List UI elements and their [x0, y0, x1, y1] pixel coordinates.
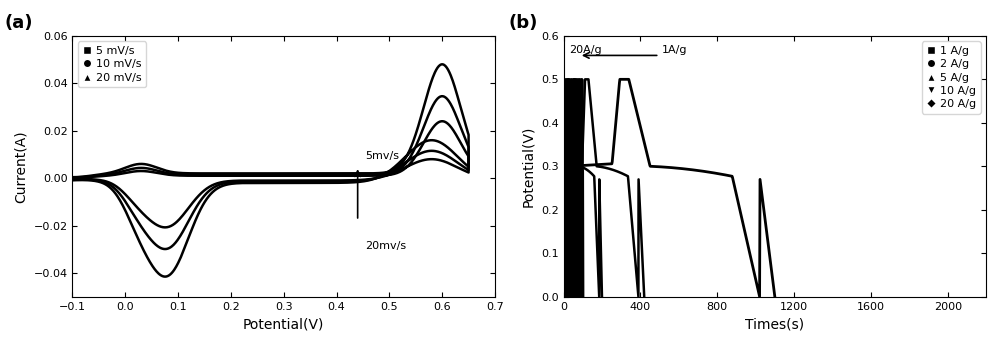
Text: 20A/g: 20A/g	[569, 45, 602, 55]
Text: (a): (a)	[5, 14, 33, 32]
Legend: 1 A/g, 2 A/g, 5 A/g, 10 A/g, 20 A/g: 1 A/g, 2 A/g, 5 A/g, 10 A/g, 20 A/g	[922, 41, 981, 114]
X-axis label: Potential(V): Potential(V)	[243, 317, 324, 331]
X-axis label: Times(s): Times(s)	[745, 317, 804, 331]
Y-axis label: Current(A): Current(A)	[14, 130, 28, 203]
Legend: 5 mV/s, 10 mV/s, 20 mV/s: 5 mV/s, 10 mV/s, 20 mV/s	[78, 41, 146, 87]
Text: 20mv/s: 20mv/s	[366, 241, 407, 251]
Text: 5mv/s: 5mv/s	[366, 151, 400, 161]
Text: (b): (b)	[509, 14, 538, 32]
Y-axis label: Potential(V): Potential(V)	[521, 126, 535, 207]
Text: 1A/g: 1A/g	[662, 45, 687, 55]
